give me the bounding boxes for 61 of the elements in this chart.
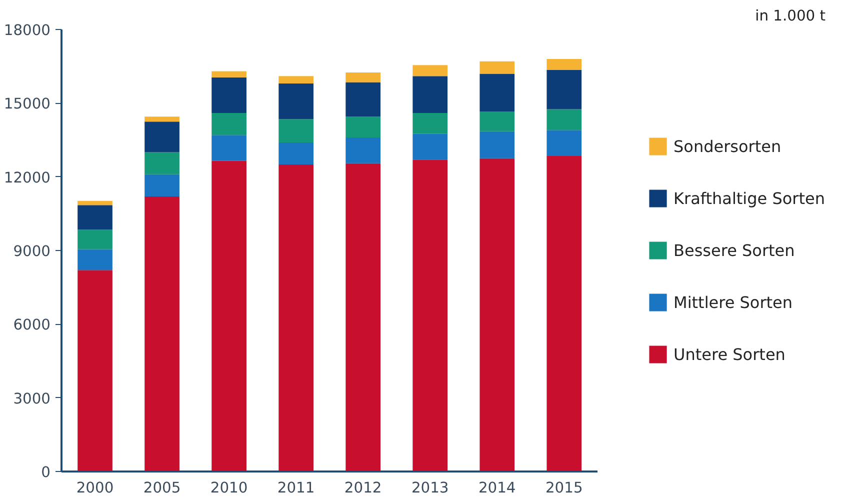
bar bbox=[78, 230, 112, 250]
bar bbox=[412, 65, 448, 76]
bar bbox=[346, 163, 381, 472]
bar bbox=[144, 116, 180, 122]
legend-label: Bessere Sorten bbox=[674, 240, 795, 260]
bar bbox=[78, 205, 112, 230]
bar bbox=[278, 76, 314, 84]
bar bbox=[346, 82, 381, 117]
x-tick-label: 2010 bbox=[210, 480, 248, 496]
bar bbox=[546, 130, 582, 156]
bar bbox=[278, 119, 314, 142]
bar bbox=[212, 135, 246, 161]
bar bbox=[346, 72, 381, 82]
x-tick-label: 2005 bbox=[143, 480, 181, 496]
bar bbox=[480, 158, 515, 472]
bar bbox=[212, 160, 246, 472]
bar bbox=[212, 112, 246, 136]
legend-label: Krafthaltige Sorten bbox=[674, 188, 825, 208]
legend-label: Mittlere Sorten bbox=[674, 292, 793, 312]
x-tick-label: 2013 bbox=[411, 480, 449, 496]
bar bbox=[144, 174, 180, 196]
bar bbox=[480, 112, 515, 132]
bar bbox=[546, 156, 582, 472]
y-tick-label: 18000 bbox=[4, 22, 50, 39]
bar bbox=[212, 71, 246, 78]
bar bbox=[346, 116, 381, 138]
bar bbox=[78, 249, 112, 270]
bar bbox=[78, 270, 112, 472]
bar bbox=[78, 200, 112, 206]
bar bbox=[412, 112, 448, 134]
y-tick-label: 6000 bbox=[13, 316, 51, 334]
y-tick-label: 0 bbox=[41, 464, 51, 481]
bar bbox=[546, 58, 582, 70]
y-tick-label: 15000 bbox=[4, 96, 50, 113]
y-tick-label: 12000 bbox=[4, 169, 50, 186]
bar bbox=[212, 77, 246, 113]
bar bbox=[144, 152, 180, 174]
bar bbox=[480, 61, 515, 74]
legend-label: Sondersorten bbox=[674, 136, 782, 156]
bar bbox=[278, 164, 314, 472]
bar bbox=[278, 84, 314, 120]
bar bbox=[346, 138, 381, 164]
bar bbox=[412, 160, 448, 472]
bar bbox=[546, 70, 582, 110]
bar bbox=[480, 131, 515, 158]
bar bbox=[144, 122, 180, 152]
legend-label: Untere Sorten bbox=[674, 344, 786, 364]
x-tick-label: 2000 bbox=[76, 480, 114, 496]
bar bbox=[546, 109, 582, 130]
x-tick-label: 2014 bbox=[478, 480, 516, 496]
y-tick-label: 9000 bbox=[13, 243, 51, 260]
bar bbox=[412, 134, 448, 160]
x-tick-label: 2012 bbox=[344, 480, 382, 496]
bar bbox=[412, 76, 448, 113]
bar bbox=[144, 196, 180, 472]
x-tick-label: 2015 bbox=[545, 480, 583, 496]
x-tick-label: 2011 bbox=[277, 480, 315, 496]
bar bbox=[278, 142, 314, 165]
bar bbox=[480, 74, 515, 112]
y-tick-label: 3000 bbox=[13, 390, 51, 408]
text: in 1.000 t bbox=[755, 8, 826, 24]
